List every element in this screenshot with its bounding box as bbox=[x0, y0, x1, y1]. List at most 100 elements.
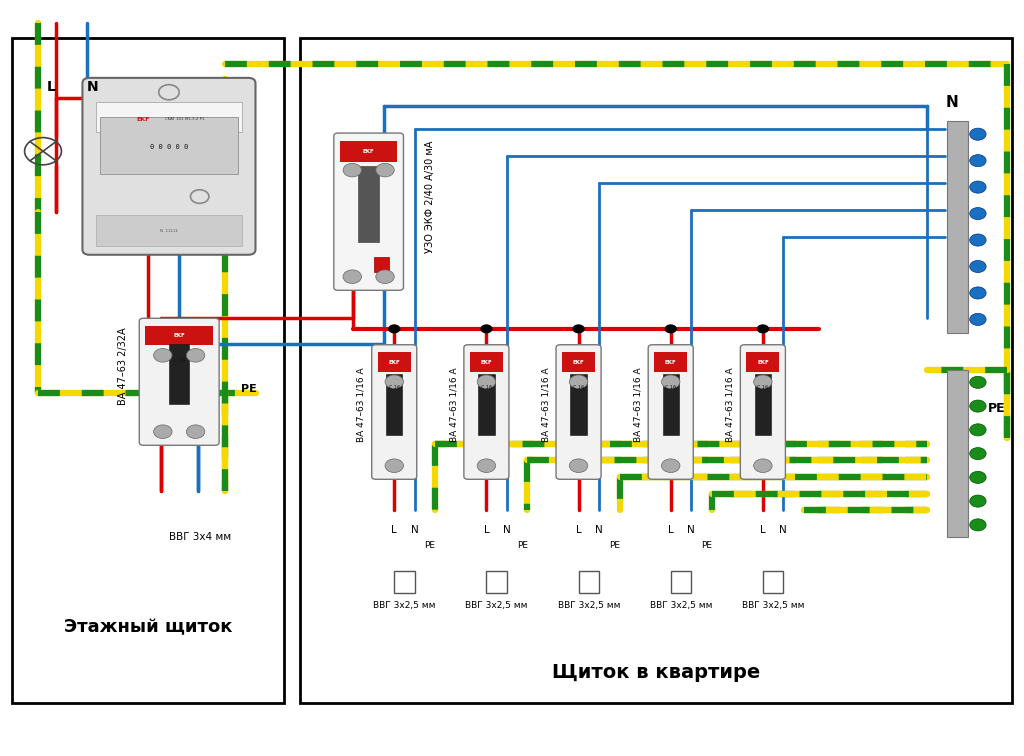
Text: 0 0 0 0 0: 0 0 0 0 0 bbox=[150, 144, 188, 150]
Circle shape bbox=[754, 375, 772, 389]
Circle shape bbox=[376, 270, 394, 284]
Bar bbox=[358, 166, 379, 242]
Text: ВА 47–63 1/16 А: ВА 47–63 1/16 А bbox=[357, 367, 366, 442]
Circle shape bbox=[970, 448, 986, 460]
Text: N  11111: N 11111 bbox=[160, 228, 178, 233]
Bar bbox=[340, 141, 397, 162]
Text: L: L bbox=[575, 525, 582, 535]
Circle shape bbox=[665, 324, 677, 333]
Text: C 16: C 16 bbox=[389, 385, 399, 389]
Text: PE: PE bbox=[241, 384, 256, 395]
Bar bbox=[478, 374, 495, 435]
Bar bbox=[394, 571, 415, 593]
Text: EKF: EKF bbox=[665, 360, 677, 364]
Text: C 16: C 16 bbox=[758, 385, 768, 389]
Circle shape bbox=[343, 163, 361, 177]
Text: C 16: C 16 bbox=[666, 385, 676, 389]
Circle shape bbox=[970, 424, 986, 436]
Circle shape bbox=[757, 324, 769, 333]
Text: УЗО ЭКФ 2/40 А/30 мА: УЗО ЭКФ 2/40 А/30 мА bbox=[425, 141, 435, 253]
Text: N: N bbox=[687, 525, 695, 535]
Text: PE: PE bbox=[701, 541, 712, 550]
Bar bbox=[746, 352, 779, 372]
Text: C 16: C 16 bbox=[481, 385, 492, 389]
Circle shape bbox=[186, 425, 205, 438]
Circle shape bbox=[970, 181, 986, 194]
Circle shape bbox=[186, 349, 205, 362]
Bar bbox=[96, 215, 242, 246]
Text: L: L bbox=[760, 525, 766, 535]
Text: N: N bbox=[411, 525, 419, 535]
Circle shape bbox=[970, 155, 986, 167]
Text: L: L bbox=[391, 525, 397, 535]
Text: PE: PE bbox=[517, 541, 527, 550]
Circle shape bbox=[970, 287, 986, 299]
Circle shape bbox=[385, 375, 403, 389]
Circle shape bbox=[970, 495, 986, 507]
Circle shape bbox=[477, 375, 496, 389]
Text: N: N bbox=[779, 525, 787, 535]
Text: EKF: EKF bbox=[480, 360, 493, 364]
FancyBboxPatch shape bbox=[648, 345, 693, 479]
Circle shape bbox=[970, 207, 986, 219]
Bar bbox=[947, 370, 968, 537]
Circle shape bbox=[477, 459, 496, 472]
Text: C 16: C 16 bbox=[573, 385, 584, 389]
Bar bbox=[96, 102, 242, 132]
Circle shape bbox=[662, 375, 680, 389]
Bar bbox=[755, 374, 771, 435]
Text: PE: PE bbox=[609, 541, 620, 550]
Bar bbox=[671, 571, 691, 593]
Text: ВВГ 3х2,5 мм: ВВГ 3х2,5 мм bbox=[465, 601, 528, 610]
Text: L: L bbox=[47, 80, 55, 94]
Bar bbox=[12, 38, 284, 703]
Bar bbox=[486, 571, 507, 593]
FancyBboxPatch shape bbox=[740, 345, 785, 479]
Text: ВА 47–63 1/16 А: ВА 47–63 1/16 А bbox=[542, 367, 550, 442]
Bar bbox=[100, 117, 238, 174]
Circle shape bbox=[970, 128, 986, 141]
Text: C 16: C 16 bbox=[174, 358, 184, 363]
Circle shape bbox=[385, 459, 403, 472]
Text: EKF: EKF bbox=[362, 149, 375, 153]
Circle shape bbox=[970, 519, 986, 531]
Bar bbox=[300, 38, 1012, 703]
Bar bbox=[763, 571, 783, 593]
Circle shape bbox=[754, 459, 772, 472]
Text: ВВГ 3х2,5 мм: ВВГ 3х2,5 мм bbox=[557, 601, 621, 610]
Bar bbox=[947, 121, 968, 333]
Text: PE: PE bbox=[988, 401, 1006, 415]
Text: L: L bbox=[483, 525, 489, 535]
Circle shape bbox=[970, 376, 986, 389]
Text: N: N bbox=[86, 80, 98, 94]
Bar bbox=[169, 344, 189, 404]
Text: Щиток в квартире: Щиток в квартире bbox=[552, 663, 760, 683]
Circle shape bbox=[572, 324, 585, 333]
Circle shape bbox=[480, 324, 493, 333]
Text: ВВГ 3х2,5 мм: ВВГ 3х2,5 мм bbox=[373, 601, 436, 610]
Text: ВА 47–63 2/32А: ВА 47–63 2/32А bbox=[118, 328, 128, 405]
FancyBboxPatch shape bbox=[139, 318, 219, 445]
Circle shape bbox=[970, 314, 986, 326]
Text: ВА 47–63 1/16 А: ВА 47–63 1/16 А bbox=[450, 367, 458, 442]
Bar bbox=[145, 326, 213, 345]
Text: ВА 47–63 1/16 А: ВА 47–63 1/16 А bbox=[634, 367, 642, 442]
Bar bbox=[378, 352, 411, 372]
FancyBboxPatch shape bbox=[464, 345, 509, 479]
Circle shape bbox=[970, 471, 986, 483]
Circle shape bbox=[376, 163, 394, 177]
Bar bbox=[562, 352, 595, 372]
Text: N: N bbox=[595, 525, 603, 535]
Circle shape bbox=[569, 459, 588, 472]
Text: EKF: EKF bbox=[388, 360, 400, 364]
Circle shape bbox=[154, 349, 172, 362]
Bar bbox=[386, 374, 402, 435]
FancyBboxPatch shape bbox=[372, 345, 417, 479]
Bar bbox=[654, 352, 687, 372]
Text: ВВГ 3х2,5 мм: ВВГ 3х2,5 мм bbox=[741, 601, 805, 610]
Text: ВА 47–63 1/16 А: ВА 47–63 1/16 А bbox=[726, 367, 734, 442]
Circle shape bbox=[970, 400, 986, 412]
Circle shape bbox=[343, 270, 361, 284]
Text: N: N bbox=[946, 94, 958, 110]
Bar bbox=[663, 374, 679, 435]
